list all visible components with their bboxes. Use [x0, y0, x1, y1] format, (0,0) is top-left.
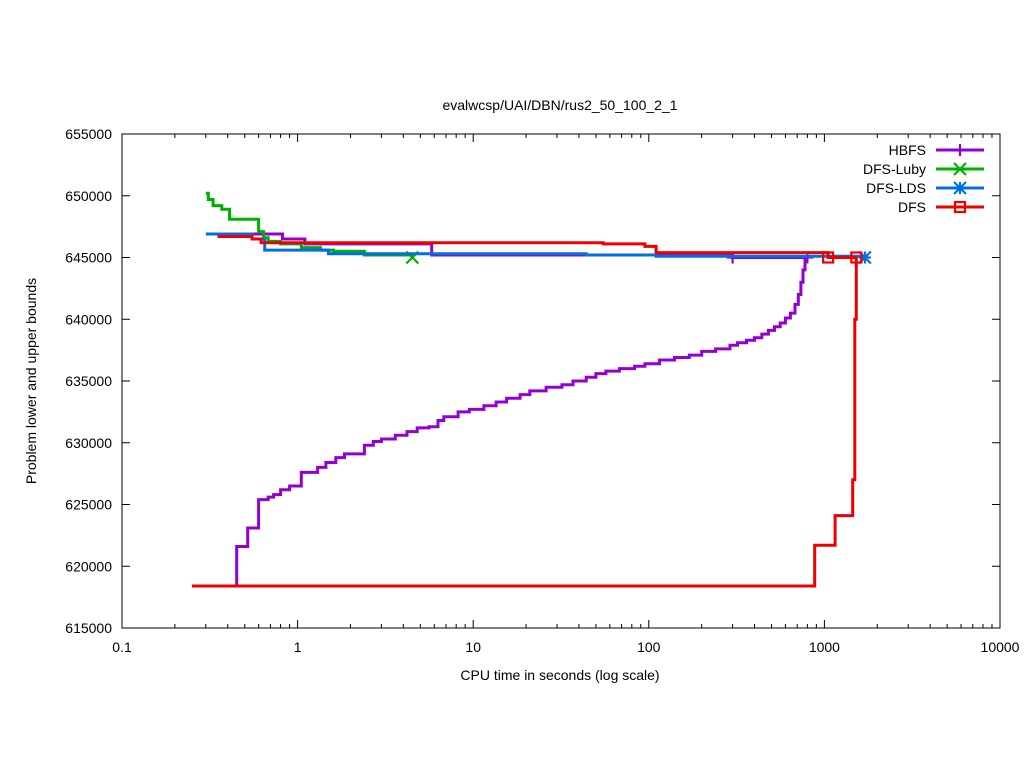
legend-marker — [954, 144, 966, 156]
legend-label: DFS-LDS — [866, 180, 926, 196]
series-hbfs — [235, 232, 814, 586]
chart-title: evalwcsp/UAI/DBN/rus2_50_100_2_1 — [442, 97, 677, 113]
x-tick-label: 100 — [637, 639, 661, 655]
y-tick-label: 620000 — [65, 558, 112, 574]
y-axis-label: Problem lower and upper bounds — [23, 278, 39, 484]
series-dfs — [191, 235, 863, 588]
x-tick-label: 1000 — [809, 639, 840, 655]
series-layer — [191, 191, 872, 588]
legend-marker — [953, 200, 967, 214]
y-tick-label: 635000 — [65, 373, 112, 389]
legend-item-dfs-luby: DFS-Luby — [863, 161, 984, 177]
legend-item-dfs: DFS — [898, 199, 984, 215]
legend-marker — [953, 181, 967, 195]
legend-marker — [953, 162, 967, 176]
legend-label: DFS — [898, 199, 926, 215]
y-tick-label: 645000 — [65, 250, 112, 266]
legend-label: DFS-Luby — [863, 161, 926, 177]
axis-ticks — [121, 133, 1001, 629]
axis-tick-labels: 0.1 1 10 100 1000 10000 615000 620000 625000 6300… — [65, 126, 1019, 655]
series-dfs-lower-line — [191, 257, 858, 588]
x-tick-label: 1 — [294, 639, 302, 655]
legend-label: HBFS — [889, 142, 926, 158]
x-axis-label: CPU time in seconds (log scale) — [460, 667, 659, 683]
y-tick-label: 615000 — [65, 620, 112, 636]
series-dfs-points-line — [217, 235, 857, 259]
legend-item-dfs-lds: DFS-LDS — [866, 180, 984, 196]
series-hbfs-points-line — [235, 257, 808, 586]
x-tick-label: 10 — [465, 639, 481, 655]
legend: HBFS DFS-Luby DFS-LDS DFS — [863, 142, 984, 215]
y-tick-label: 655000 — [65, 126, 112, 142]
x-tick-label: 0.1 — [112, 639, 132, 655]
y-tick-label: 625000 — [65, 497, 112, 513]
x-tick-label: 10000 — [981, 639, 1020, 655]
series-dfs-marker — [850, 251, 863, 264]
legend-item-hbfs: HBFS — [889, 142, 984, 158]
y-tick-label: 650000 — [65, 188, 112, 204]
series-dfs-marker — [822, 251, 835, 264]
y-tick-label: 630000 — [65, 435, 112, 451]
plot-frame — [121, 133, 1001, 629]
y-tick-label: 640000 — [65, 311, 112, 327]
series-dfs-luby-points-line — [205, 191, 414, 258]
